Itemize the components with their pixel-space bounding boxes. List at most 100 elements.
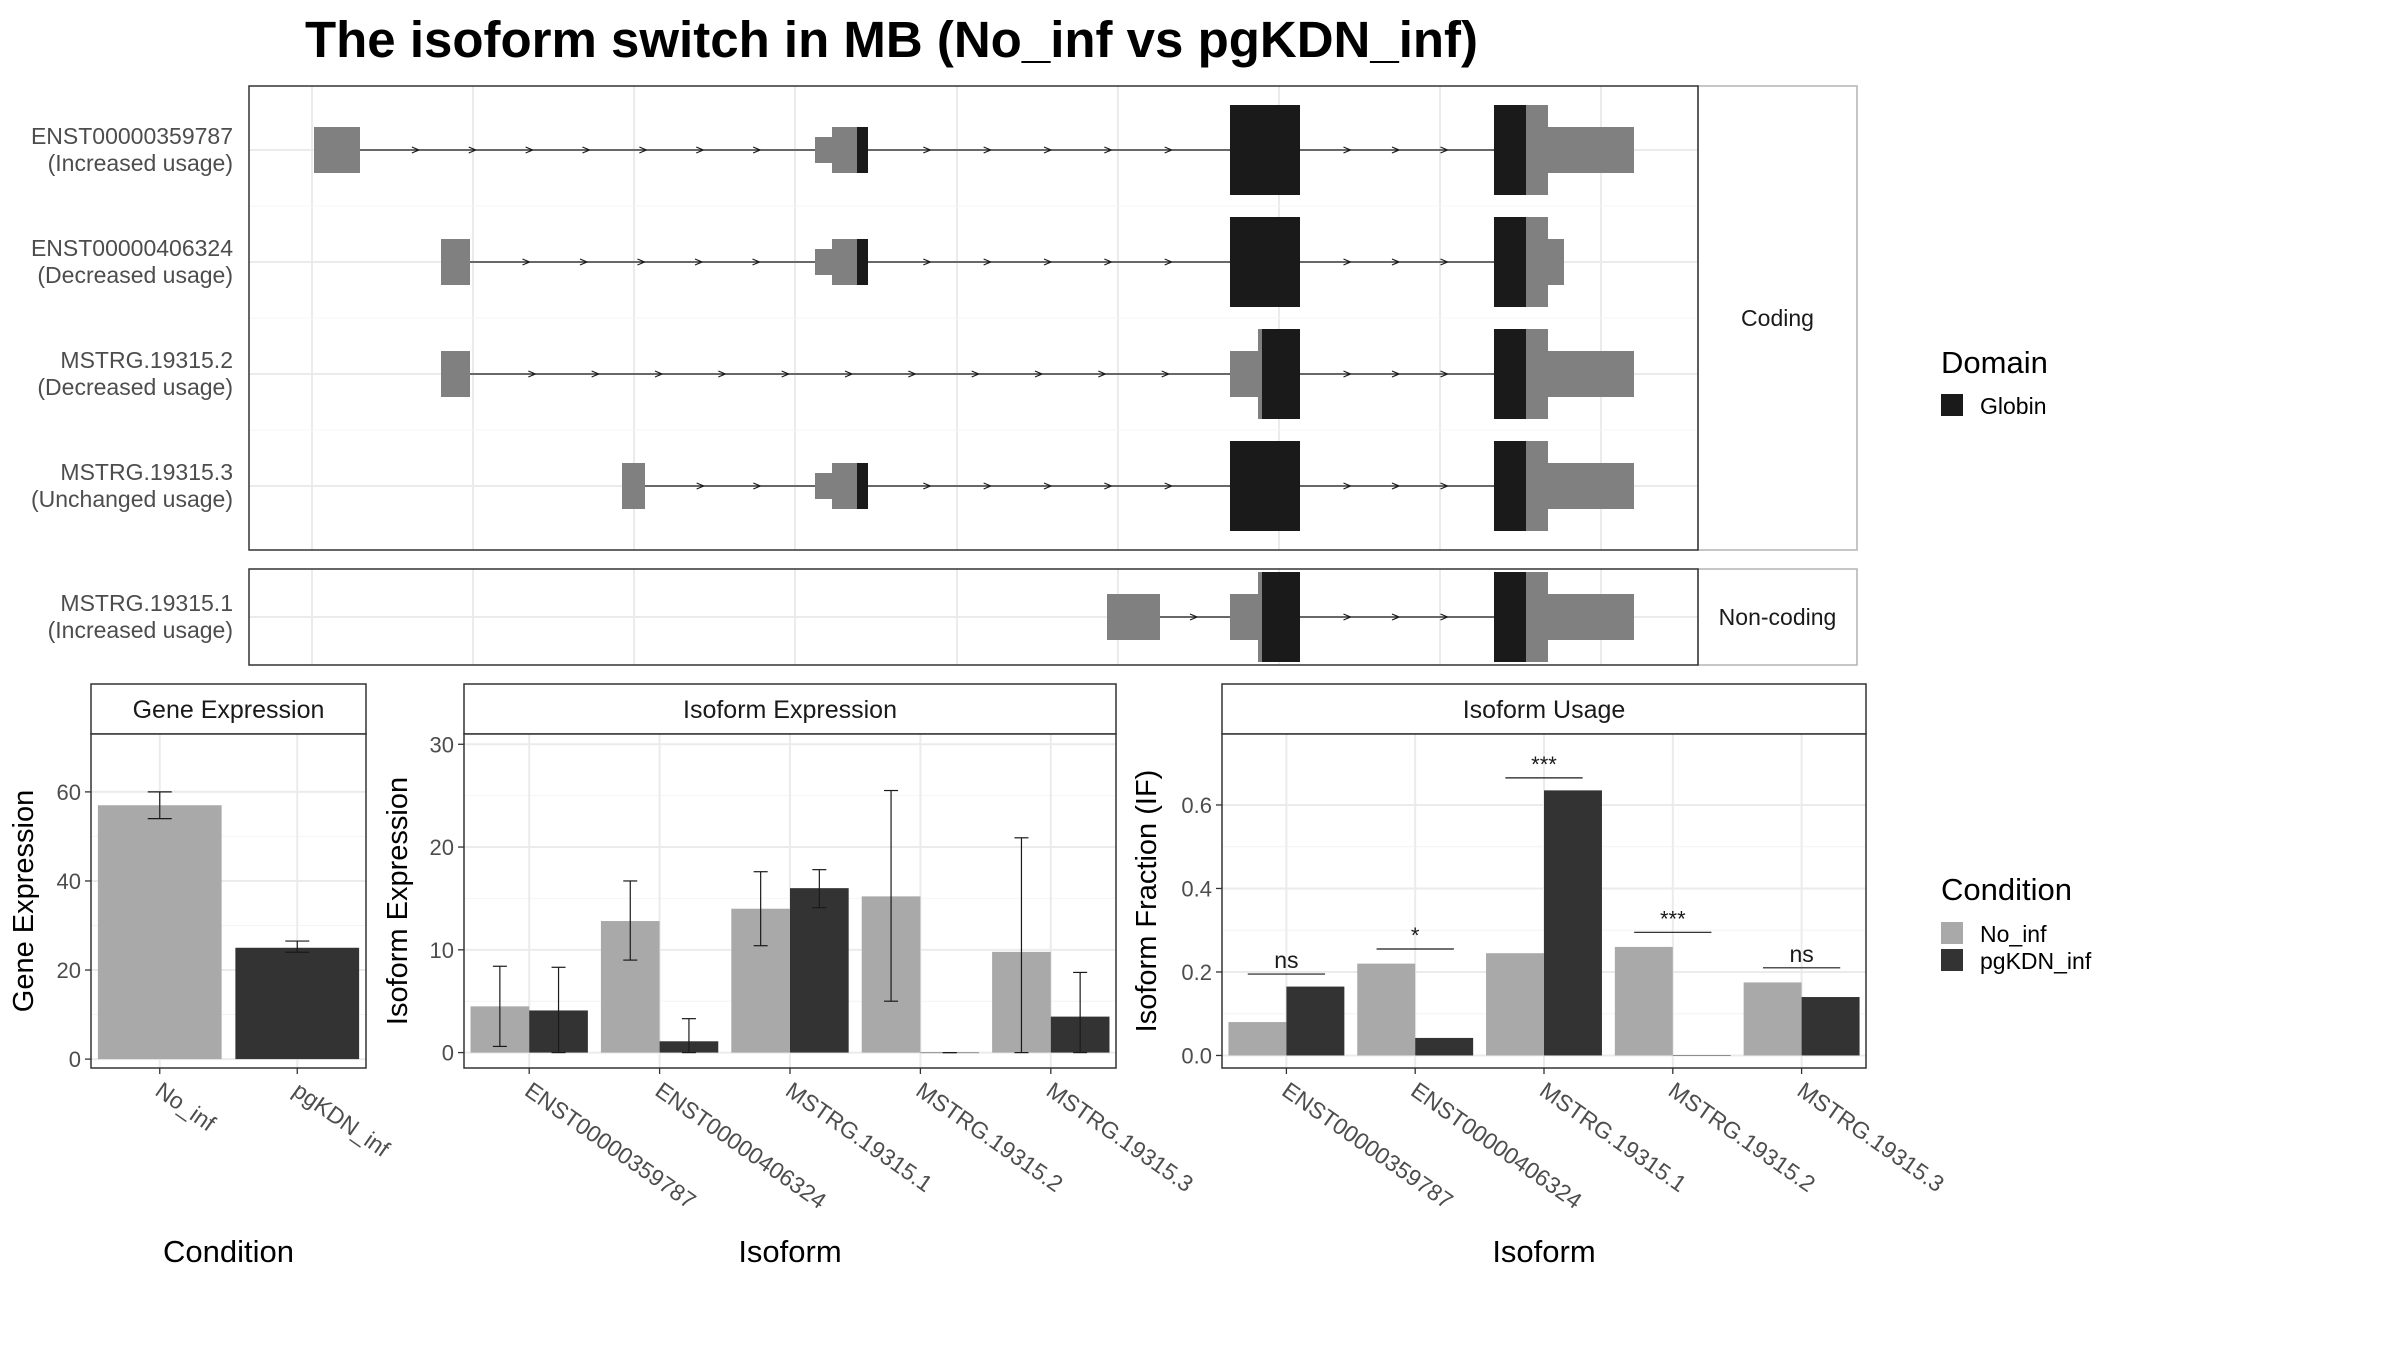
facet-label: Coding [1741,305,1814,331]
intron-arrow [1104,482,1113,490]
chart-strip [463,683,1117,735]
exon-block [815,137,832,163]
intron-arrow [1098,370,1107,378]
exon-block [1526,105,1548,195]
chart-strip-title: Gene Expression [133,696,325,724]
globin-domain-block [1494,217,1526,307]
intron-arrow [1043,482,1053,490]
intron-arrow [971,370,981,378]
exon-block [832,463,857,509]
globin-domain-block [857,127,868,173]
y-axis-title: Isoform Fraction (IF) [1131,770,1163,1033]
intron-arrow [591,370,601,378]
intron-arrow [753,482,762,490]
intron-arrow [1391,146,1401,154]
intron-arrow [1343,613,1353,621]
y-tick-label: 20 [430,835,454,860]
y-axis-title: Isoform Expression [382,777,414,1025]
significance-label: *** [1531,752,1557,777]
y-tick-label: 20 [57,958,81,983]
bar-No_inf [1228,1022,1287,1056]
globin-domain-block [1494,329,1526,419]
x-axis-title: Isoform [1492,1234,1595,1269]
isoform-label: ENST00000406324 [31,235,233,261]
bar-pgKDN_inf [1544,790,1602,1056]
x-axis-title: Isoform [738,1234,841,1269]
exon-block [832,239,857,285]
intron-arrow [908,370,917,378]
bar-No_inf [97,805,222,1060]
intron-arrow [983,146,993,154]
chart-panel-border [90,733,367,1069]
globin-domain-block [1262,572,1300,662]
bar-pgKDN_inf [1415,1037,1474,1056]
intron-arrow [411,146,421,154]
intron-arrow [752,146,762,154]
y-tick-label: 10 [430,938,454,963]
intron-arrow [1440,258,1450,266]
intron-arrow [582,146,592,154]
exon-block [622,463,645,509]
exon-block [1548,351,1634,397]
intron-arrow [1164,146,1174,154]
intron-arrow [781,370,791,378]
intron-arrow [844,370,854,378]
exon-block [1526,217,1548,307]
globin-domain-block [1494,572,1526,662]
facet-strip-0 [1697,85,1858,551]
chart-strip [90,683,367,735]
intron-arrow [1043,146,1053,154]
structure-panel-border [248,85,1699,551]
significance-label: * [1411,923,1420,948]
chart-strip-title: Isoform Expression [683,696,897,724]
condition-legend-title: Condition [1941,872,2072,907]
bar-pgKDN_inf [790,888,849,1053]
bar-pgKDN_inf [1672,1055,1731,1056]
exon-block [1548,239,1564,285]
significance-label: ns [1274,947,1298,973]
intron-arrow [923,258,932,266]
exon-block [1526,572,1548,662]
intron-arrow [1440,146,1450,154]
y-tick-label: 0 [69,1047,81,1072]
intron-arrow [752,258,762,266]
intron-arrow [654,370,664,378]
exon-block [1526,441,1548,531]
exon-block [1258,329,1262,419]
exon-block [1526,329,1548,419]
isoform-label: MSTRG.19315.3 [60,459,233,485]
bar-No_inf [1486,953,1544,1056]
intron-arrow [639,146,648,154]
intron-arrow [696,482,706,490]
exon-block [815,249,832,275]
bar-No_inf [1357,963,1416,1056]
globin-domain-block [1494,441,1526,531]
chart-strip [1221,683,1867,735]
significance-label: *** [1660,906,1686,931]
intron-arrow [1104,258,1113,266]
intron-arrow [1391,258,1401,266]
y-axis-title: Gene Expression [8,790,40,1012]
x-axis-title: Condition [163,1234,294,1269]
x-tick-label: No_inf [151,1077,221,1137]
intron-arrow [923,482,932,490]
facet-strip-1 [1697,568,1858,666]
y-tick-label: 0 [442,1041,454,1066]
intron-arrow [1343,370,1353,378]
intron-arrow [1104,146,1113,154]
intron-arrow [528,370,537,378]
intron-arrow [1161,370,1171,378]
exon-block [832,127,857,173]
domain-legend-key [1941,394,1963,416]
intron-arrow [525,146,535,154]
globin-domain-block [857,463,868,509]
domain-legend-title: Domain [1941,345,2048,380]
bar-No_inf [1743,982,1802,1056]
y-tick-label: 0.6 [1181,793,1212,818]
isoform-label: MSTRG.19315.2 [60,347,233,373]
exon-block [1258,572,1262,662]
isoform-usage-label: (Unchanged usage) [31,486,233,512]
intron-arrow [522,258,532,266]
exon-block [1548,594,1634,640]
